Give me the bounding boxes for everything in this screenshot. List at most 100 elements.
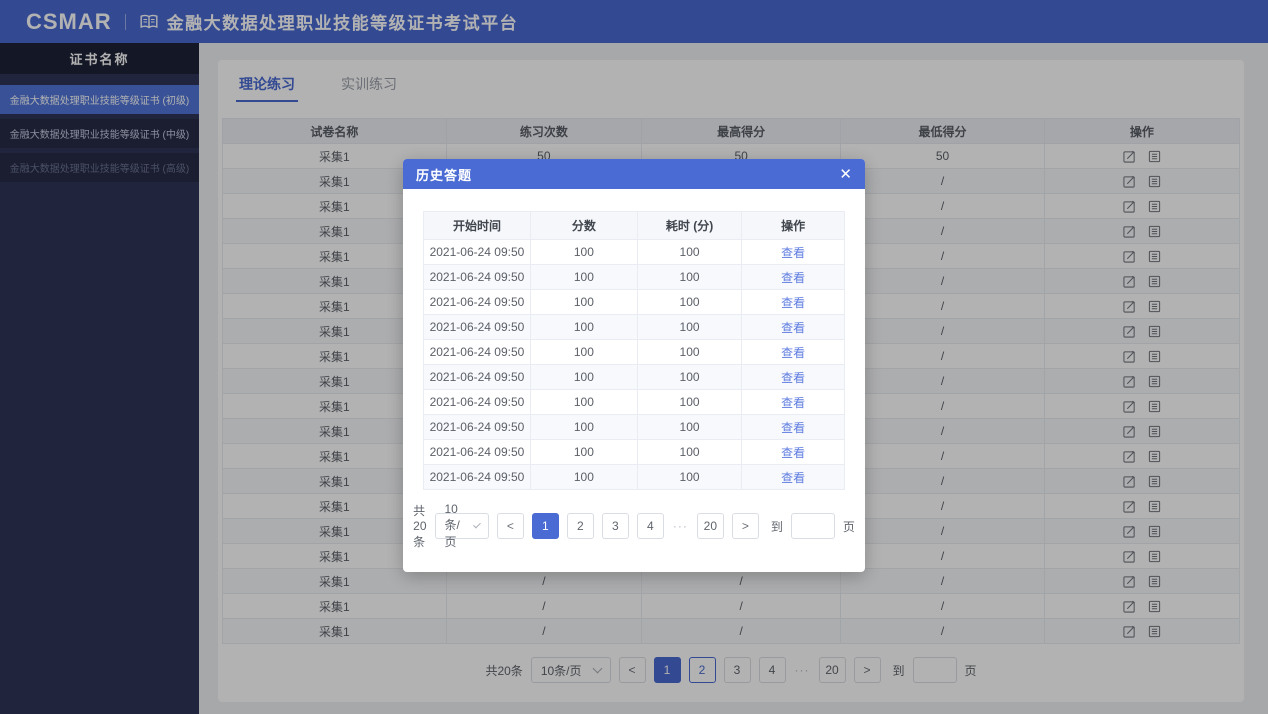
edit-icon[interactable] <box>1123 200 1136 213</box>
cell-start-time: 2021-06-24 09:50 <box>423 289 531 315</box>
column-header: 操作 <box>741 211 845 240</box>
cell-score: 100 <box>529 264 638 290</box>
table-row: 2021-06-24 09:50 100 100 查看 <box>423 364 845 390</box>
cell-min-score: / <box>840 418 1045 444</box>
page-button-4[interactable]: 4 <box>758 657 786 683</box>
record-icon[interactable] <box>1148 400 1161 413</box>
view-link[interactable]: 查看 <box>781 470 806 485</box>
cell-action: 查看 <box>741 414 845 440</box>
cell-min-score: / <box>840 168 1045 194</box>
record-icon[interactable] <box>1148 475 1161 488</box>
sidebar-item-certificate-2[interactable]: 金融大数据处理职业技能等级证书 (中级) <box>0 119 199 148</box>
page-button-1[interactable]: 1 <box>531 513 559 539</box>
close-icon[interactable]: ✕ <box>839 165 852 183</box>
platform-title: 金融大数据处理职业技能等级证书考试平台 <box>166 14 519 33</box>
record-icon[interactable] <box>1148 625 1161 638</box>
page-button-20[interactable]: 20 <box>696 513 724 539</box>
book-logo-icon <box>139 14 159 30</box>
sidebar-item-certificate-1[interactable]: 金融大数据处理职业技能等级证书 (初级) <box>0 85 199 114</box>
record-icon[interactable] <box>1148 425 1161 438</box>
page-button-2[interactable]: 2 <box>688 657 716 683</box>
view-link[interactable]: 查看 <box>781 420 806 435</box>
page-button-1[interactable]: 1 <box>653 657 681 683</box>
edit-icon[interactable] <box>1123 275 1136 288</box>
cell-score: 100 <box>529 439 638 465</box>
page-size-value: 10条/页 <box>444 502 460 549</box>
view-link[interactable]: 查看 <box>781 370 806 385</box>
record-icon[interactable] <box>1148 225 1161 238</box>
edit-icon[interactable] <box>1123 400 1136 413</box>
edit-icon[interactable] <box>1123 425 1136 438</box>
page-button-20[interactable]: 20 <box>818 657 846 683</box>
record-icon[interactable] <box>1148 275 1161 288</box>
page-button-2[interactable]: 2 <box>566 513 594 539</box>
record-icon[interactable] <box>1148 500 1161 513</box>
edit-icon[interactable] <box>1123 475 1136 488</box>
column-header: 操作 <box>1043 118 1241 144</box>
page-button-4[interactable]: 4 <box>636 513 664 539</box>
table-row: 2021-06-24 09:50 100 100 查看 <box>423 414 845 440</box>
table-row: 采集1/// <box>222 568 1241 594</box>
cell-min-score: / <box>840 268 1045 294</box>
sidebar-item-list: 金融大数据处理职业技能等级证书 (初级) 金融大数据处理职业技能等级证书 (中级)… <box>0 74 199 182</box>
record-icon[interactable] <box>1148 300 1161 313</box>
history-dialog: 历史答题 ✕ 开始时间 分数 耗时 (分) 操作 2021-06-24 09:50 10… <box>403 159 865 572</box>
record-icon[interactable] <box>1148 525 1161 538</box>
record-icon[interactable] <box>1148 325 1161 338</box>
page-size-select[interactable]: 10条/页 <box>434 502 489 549</box>
view-link[interactable]: 查看 <box>781 245 806 260</box>
edit-icon[interactable] <box>1123 525 1136 538</box>
chevron-down-icon <box>473 520 481 528</box>
view-link[interactable]: 查看 <box>781 345 806 360</box>
record-icon[interactable] <box>1148 200 1161 213</box>
record-icon[interactable] <box>1148 350 1161 363</box>
cell-practice-count: / <box>445 618 642 644</box>
edit-icon[interactable] <box>1123 150 1136 163</box>
cell-actions <box>1043 243 1241 269</box>
goto-page-input[interactable] <box>912 657 957 683</box>
record-icon[interactable] <box>1148 250 1161 263</box>
cell-start-time: 2021-06-24 09:50 <box>423 264 531 290</box>
tab-training[interactable]: 实训练习 <box>341 76 397 92</box>
view-link[interactable]: 查看 <box>781 270 806 285</box>
prev-page-button[interactable]: < <box>618 657 646 683</box>
page-button-3[interactable]: 3 <box>723 657 751 683</box>
goto-page-input[interactable] <box>790 513 835 539</box>
record-icon[interactable] <box>1148 150 1161 163</box>
edit-icon[interactable] <box>1123 175 1136 188</box>
cell-exam-name: 采集1 <box>222 568 447 594</box>
record-icon[interactable] <box>1148 550 1161 563</box>
page-button-3[interactable]: 3 <box>601 513 629 539</box>
edit-icon[interactable] <box>1123 300 1136 313</box>
edit-icon[interactable] <box>1123 225 1136 238</box>
edit-icon[interactable] <box>1123 625 1136 638</box>
next-page-button[interactable]: > <box>853 657 881 683</box>
edit-icon[interactable] <box>1123 575 1136 588</box>
view-link[interactable]: 查看 <box>781 295 806 310</box>
edit-icon[interactable] <box>1123 375 1136 388</box>
edit-icon[interactable] <box>1123 600 1136 613</box>
cell-max-score: / <box>640 593 842 619</box>
record-icon[interactable] <box>1148 375 1161 388</box>
view-link[interactable]: 查看 <box>781 445 806 460</box>
next-page-button[interactable]: > <box>731 513 759 539</box>
prev-page-button[interactable]: < <box>496 513 524 539</box>
column-header: 开始时间 <box>423 211 531 240</box>
record-icon[interactable] <box>1148 575 1161 588</box>
view-link[interactable]: 查看 <box>781 395 806 410</box>
record-icon[interactable] <box>1148 450 1161 463</box>
edit-icon[interactable] <box>1123 250 1136 263</box>
view-link[interactable]: 查看 <box>781 320 806 335</box>
pagination-ellipsis: ··· <box>672 519 688 533</box>
table-row: 2021-06-24 09:50 100 100 查看 <box>423 339 845 365</box>
cell-start-time: 2021-06-24 09:50 <box>423 364 531 390</box>
edit-icon[interactable] <box>1123 350 1136 363</box>
page-size-select[interactable]: 10条/页 <box>530 657 611 683</box>
edit-icon[interactable] <box>1123 500 1136 513</box>
record-icon[interactable] <box>1148 175 1161 188</box>
edit-icon[interactable] <box>1123 450 1136 463</box>
record-icon[interactable] <box>1148 600 1161 613</box>
edit-icon[interactable] <box>1123 550 1136 563</box>
edit-icon[interactable] <box>1123 325 1136 338</box>
tab-theory[interactable]: 理论练习 <box>236 70 298 102</box>
